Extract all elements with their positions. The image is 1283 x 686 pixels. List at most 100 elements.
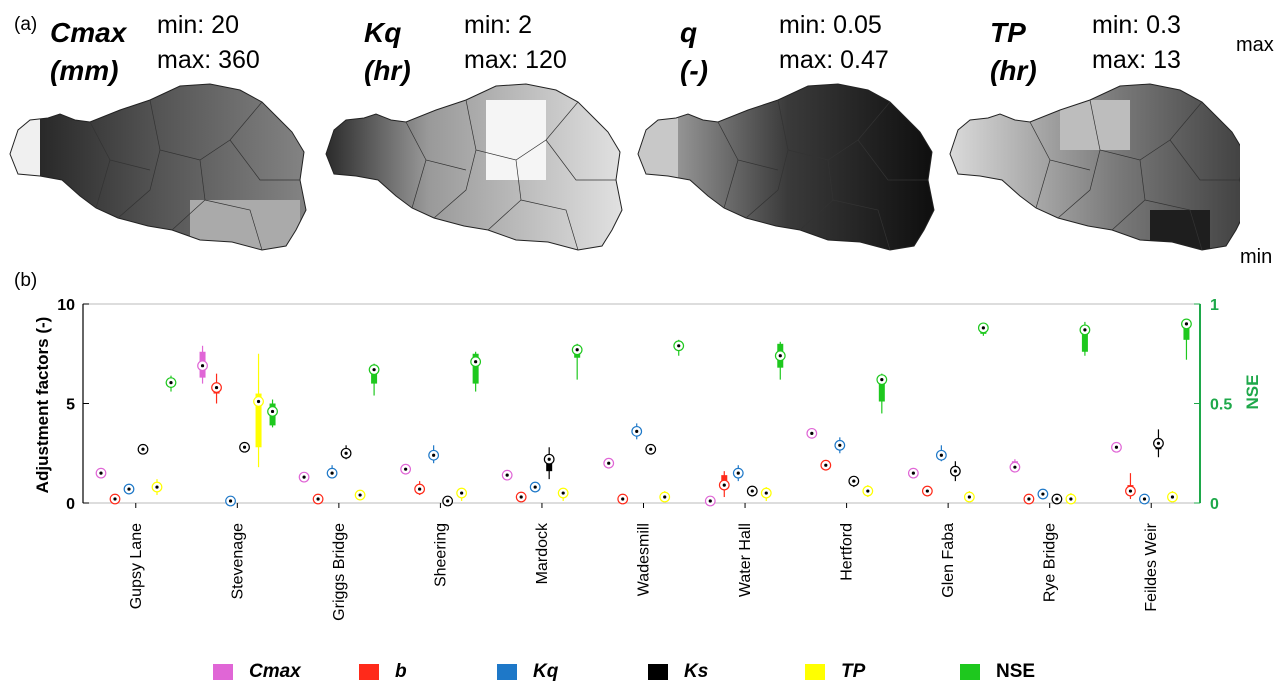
legend-swatch-kq — [497, 664, 517, 680]
median-dot-tp — [155, 485, 159, 489]
median-dot-kq — [228, 499, 233, 503]
median-dot-ks — [1055, 497, 1059, 501]
legend-item-b: b — [359, 661, 407, 683]
map-q-min: min: 0.05 — [779, 11, 882, 39]
median-dot-tp — [561, 491, 565, 495]
median-dot-nse — [372, 368, 376, 372]
plot-frame — [82, 303, 1201, 504]
x-tick-label: Griggs Bridge — [331, 523, 348, 621]
map-q-max: max: 0.47 — [779, 46, 889, 74]
map-kq-title-line1: Kq — [364, 17, 402, 48]
median-dot-nse — [1083, 328, 1087, 332]
median-dot-kq — [533, 485, 537, 489]
y-tick-label: 5 — [66, 397, 75, 414]
median-dot-b — [722, 483, 726, 487]
legend-label-kq: Kq — [533, 661, 559, 682]
legend-swatch-ks — [648, 664, 668, 680]
map-cmax-title-line1: Cmax — [50, 17, 127, 48]
median-dot-tp — [866, 489, 870, 493]
median-dot-kq — [1041, 492, 1045, 496]
median-dot-ks — [446, 499, 450, 503]
legend-swatch-cmax — [213, 664, 233, 680]
legend-label-cmax: Cmax — [249, 661, 301, 682]
x-tick-label: Hertford — [839, 523, 856, 581]
legend-label-ks: Ks — [684, 661, 709, 682]
map-tp-min: min: 0.3 — [1092, 11, 1181, 39]
legend-label-b: b — [395, 661, 407, 682]
y2-tick-label: 0.5 — [1210, 397, 1232, 414]
boxplot-chart: 0 5 10 0 0.5 1 Gupsy Lane Stevenage Griggs Bridg… — [33, 297, 1262, 621]
y2-axis-label: NSE — [1243, 375, 1262, 410]
median-dot-nse — [880, 378, 884, 382]
legend-item-tp: TP — [805, 661, 865, 683]
median-dot-nse — [474, 360, 478, 364]
map-tp-max: max: 13 — [1092, 46, 1181, 74]
median-dot-cmax — [505, 473, 509, 477]
median-dot-cmax — [302, 475, 306, 479]
median-dot-nse — [270, 409, 275, 414]
median-dot-cmax — [810, 431, 814, 435]
median-dot-tp — [1170, 495, 1175, 499]
median-dot-kq — [432, 453, 436, 457]
median-dot-nse — [981, 326, 985, 330]
median-dot-tp — [256, 399, 261, 404]
panel-b-label: (b) — [14, 270, 38, 291]
median-dot-b — [1128, 489, 1133, 493]
colorscale-min-label: min — [1240, 246, 1273, 268]
median-dot-cmax — [1114, 445, 1119, 449]
x-tick-label: Rye Bridge — [1042, 523, 1059, 602]
map-cmax-min: min: 20 — [157, 11, 239, 39]
legend-label-tp: TP — [841, 661, 866, 682]
x-tick-label: Stevenage — [229, 523, 246, 600]
legend-item-cmax: Cmax — [213, 661, 301, 683]
median-dot-ks — [953, 469, 957, 473]
box-nse — [472, 353, 479, 384]
median-dot-kq — [330, 471, 334, 475]
map-kq-min: min: 2 — [464, 11, 533, 39]
legend-swatch-nse — [960, 664, 980, 680]
x-tick-label: Glen Faba — [940, 523, 957, 598]
legend-item-nse: NSE — [960, 661, 1035, 683]
box-nse — [1183, 321, 1190, 340]
map-kq-title-line2: (hr) — [364, 55, 411, 86]
median-dot-kq — [838, 443, 842, 447]
median-dot-b — [1027, 497, 1031, 501]
median-dot-kq — [1142, 497, 1147, 501]
map-kq-max: max: 120 — [464, 46, 567, 74]
map-tp-title-line2: (hr) — [990, 55, 1037, 86]
median-dot-ks — [750, 489, 754, 493]
median-dot-b — [418, 487, 422, 491]
median-dot-nse — [169, 381, 173, 385]
median-dot-kq — [939, 453, 943, 457]
map-q-title-line2: (-) — [680, 55, 708, 86]
y-axis-label: Adjustment factors (-) — [33, 317, 52, 494]
x-tick-label: Water Hall — [737, 523, 754, 597]
median-dot-kq — [127, 487, 131, 491]
catchment-maps — [9, 83, 1240, 251]
median-dot-ks — [1156, 441, 1161, 445]
median-dot-b — [316, 497, 320, 501]
legend-label-nse: NSE — [996, 661, 1036, 682]
map-cmax-max: max: 360 — [157, 46, 260, 74]
x-tick-label: Wadesmill — [636, 523, 653, 596]
box-nse — [878, 377, 885, 402]
median-dot-b — [925, 489, 929, 493]
median-dot-ks — [344, 451, 348, 455]
legend-swatch-b — [359, 664, 379, 680]
median-dot-tp — [663, 495, 667, 499]
y2-tick-label: 0 — [1210, 496, 1219, 513]
median-dot-nse — [778, 354, 782, 358]
median-dot-b — [824, 463, 828, 467]
y-tick-label: 0 — [66, 496, 75, 513]
x-tick-label: Mardock — [534, 522, 551, 584]
y2-tick-label: 1 — [1210, 297, 1219, 314]
median-dot-cmax — [1013, 465, 1017, 469]
median-dot-kq — [635, 429, 639, 433]
median-dot-nse — [575, 348, 579, 352]
median-dot-nse — [677, 344, 681, 348]
map-cmax-title-line2: (mm) — [50, 55, 119, 86]
median-dot-ks — [852, 479, 856, 483]
y-tick-label: 10 — [57, 297, 75, 314]
map-q-title-line1: q — [680, 17, 698, 48]
median-dot-b — [113, 497, 117, 501]
